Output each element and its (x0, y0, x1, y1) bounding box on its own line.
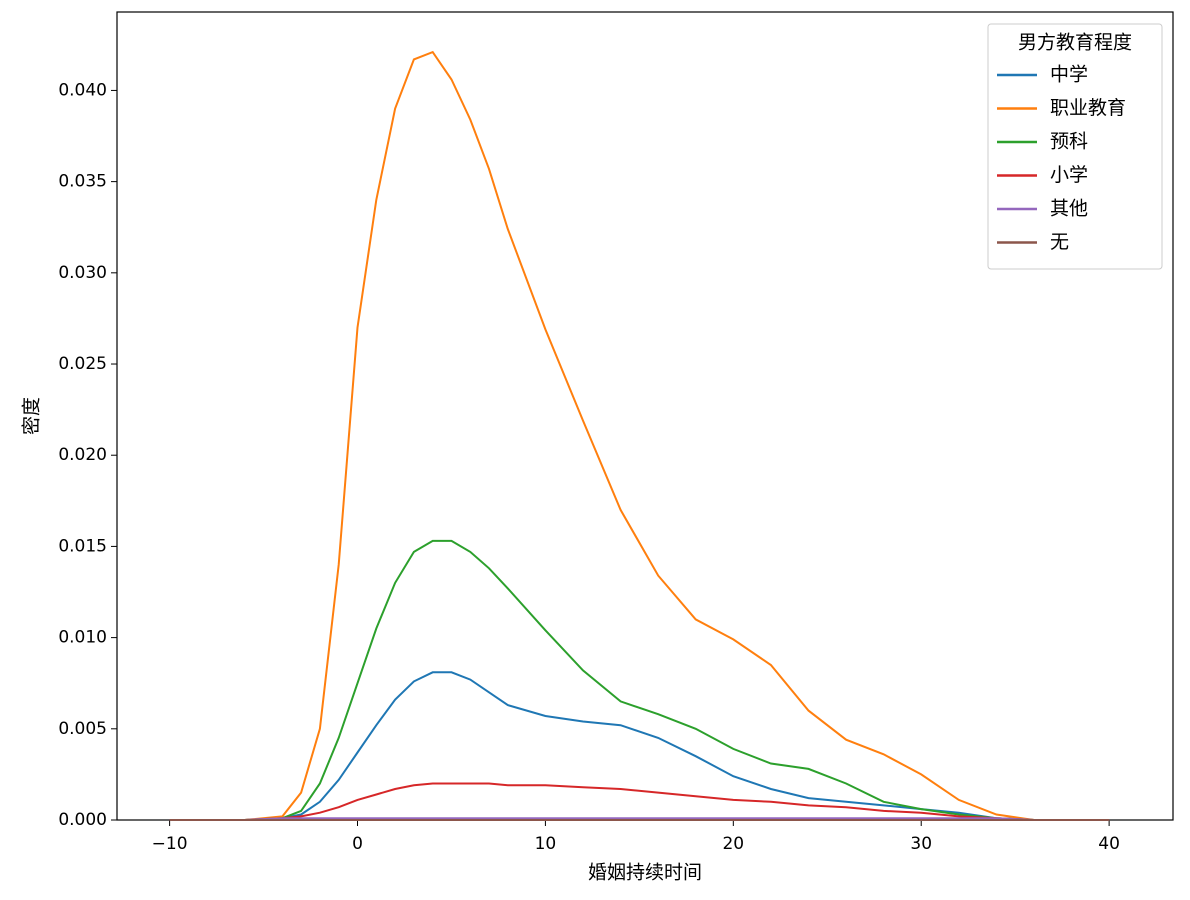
series-line (169, 782, 1110, 821)
x-tick-label: −10 (152, 834, 188, 854)
x-tick-label: 40 (1098, 834, 1120, 854)
y-tick-label: 0.040 (58, 80, 107, 100)
series-line (169, 817, 1110, 821)
x-tick-label: 20 (722, 834, 744, 854)
x-tick-label: 10 (535, 834, 557, 854)
legend-label: 预科 (1050, 131, 1088, 153)
series-line (169, 50, 1110, 821)
legend-label: 职业教育 (1050, 97, 1126, 119)
x-tick-label: 30 (910, 834, 932, 854)
y-tick-label: 0.015 (58, 536, 107, 556)
y-tick-label: 0.010 (58, 628, 107, 648)
x-axis-label: 婚姻持续时间 (588, 862, 702, 884)
legend-label: 中学 (1050, 64, 1088, 86)
y-tick-label: 0.025 (58, 354, 107, 374)
y-tick-label: 0.035 (58, 172, 107, 192)
y-tick-label: 0.030 (58, 263, 107, 283)
series-line (169, 539, 1110, 821)
y-axis-label: 密度 (21, 397, 43, 435)
legend-label: 小学 (1050, 164, 1088, 186)
legend-label: 其他 (1050, 198, 1088, 220)
y-tick-label: 0.005 (58, 719, 107, 739)
y-tick-label: 0.020 (58, 445, 107, 465)
legend-label: 无 (1050, 231, 1069, 253)
y-tick-label: 0.000 (58, 810, 107, 830)
x-tick-label: 0 (352, 834, 363, 854)
legend-title: 男方教育程度 (1018, 32, 1132, 54)
